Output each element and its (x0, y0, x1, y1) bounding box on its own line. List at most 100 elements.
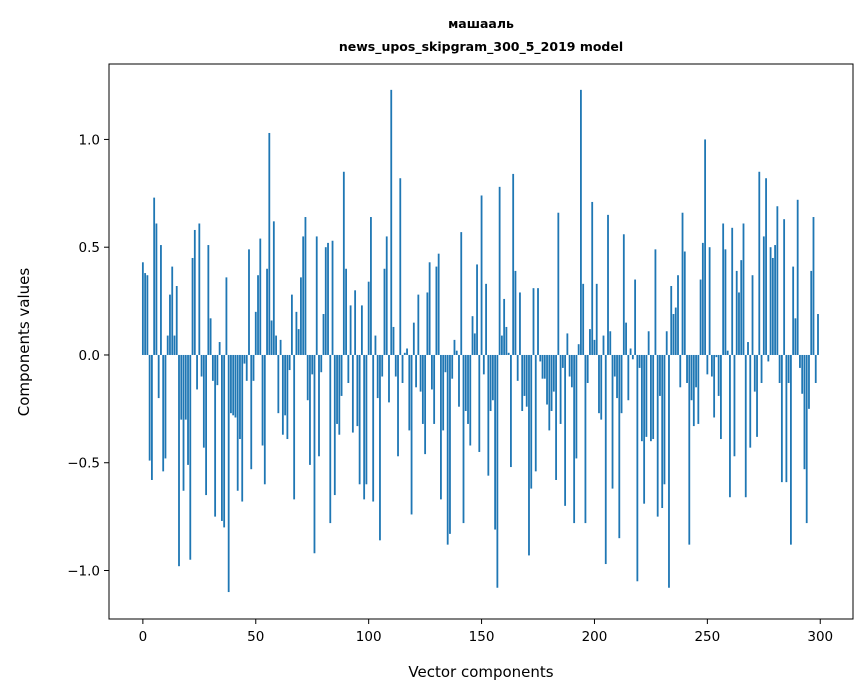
bar-component-277 (767, 354, 770, 362)
plot-frame (108, 63, 854, 620)
bar-component-34 (218, 342, 221, 355)
bar-component-22 (191, 257, 194, 355)
bar-component-154 (489, 354, 492, 412)
bar-component-297 (812, 217, 815, 355)
bar-component-183 (555, 354, 557, 480)
bar-component-121 (415, 354, 417, 388)
y-tick-label: 1.0 (79, 132, 100, 148)
chart-title-line-2: news_upos_skipgram_300_5_2019 model (339, 39, 623, 55)
bar-component-127 (428, 262, 431, 355)
bar-component-200 (593, 339, 596, 355)
bar-component-59 (275, 335, 277, 355)
bar-component-175 (537, 288, 539, 355)
bar-component-89 (342, 171, 345, 355)
bar-component-276 (765, 178, 767, 355)
bar-component-244 (692, 354, 695, 427)
bar-component-136 (449, 354, 451, 534)
bar-component-269 (749, 354, 752, 448)
bar-component-273 (758, 171, 761, 355)
bar-component-153 (487, 354, 490, 476)
bar-component-76 (313, 354, 316, 554)
bar-component-71 (302, 236, 305, 355)
bar-component-151 (482, 354, 485, 375)
bar-component-38 (227, 354, 230, 593)
bar-component-55 (266, 268, 268, 355)
bar-component-279 (771, 257, 774, 355)
bars-group (141, 89, 819, 593)
bar-component-296 (810, 270, 813, 355)
bar-component-66 (290, 294, 293, 355)
bar-component-3 (148, 354, 151, 461)
bar-component-240 (683, 251, 686, 355)
bar-component-42 (236, 354, 239, 491)
bar-component-159 (500, 335, 503, 355)
bar-component-106 (381, 354, 384, 377)
bar-component-201 (595, 283, 598, 355)
bar-component-100 (367, 281, 370, 355)
bar-component-249 (704, 139, 707, 355)
x-axis-label: Vector components (408, 663, 553, 681)
bar-component-33 (216, 354, 219, 386)
bar-component-4 (150, 354, 153, 480)
bar-component-120 (412, 322, 415, 355)
bar-component-137 (451, 354, 454, 379)
bar-component-283 (780, 354, 783, 483)
bar-component-212 (620, 354, 623, 414)
bar-component-92 (349, 305, 352, 355)
bar-component-80 (322, 314, 325, 355)
bar-component-104 (376, 354, 379, 399)
bar-component-11 (166, 335, 169, 355)
bar-component-49 (252, 354, 255, 381)
bar-component-131 (437, 253, 440, 355)
x-tick-label: 150 (469, 629, 495, 645)
bar-component-225 (650, 354, 652, 442)
bar-component-0 (141, 262, 144, 355)
bar-component-87 (338, 354, 341, 435)
bar-component-91 (347, 354, 350, 383)
bar-component-94 (354, 290, 357, 355)
bar-component-52 (259, 238, 262, 355)
bar-component-74 (309, 354, 311, 465)
bar-component-195 (582, 283, 585, 355)
bar-component-239 (681, 212, 684, 355)
bar-component-193 (577, 344, 580, 355)
bar-component-129 (433, 354, 436, 424)
bar-component-39 (230, 354, 232, 414)
bar-component-78 (318, 354, 320, 457)
bar-component-298 (814, 354, 817, 383)
bar-component-197 (586, 354, 589, 383)
bar-component-44 (241, 354, 244, 502)
bar-component-27 (202, 354, 205, 448)
bar-component-252 (710, 354, 713, 377)
bar-component-109 (388, 354, 390, 403)
bar-component-118 (408, 354, 411, 431)
bar-component-40 (232, 354, 235, 416)
bar-component-230 (661, 354, 664, 508)
bar-component-231 (663, 354, 666, 485)
bar-component-163 (510, 354, 512, 468)
bar-component-73 (306, 354, 309, 401)
x-tick-label: 0 (139, 629, 148, 645)
bar-component-62 (281, 354, 284, 435)
bar-component-110 (390, 89, 393, 355)
bar-component-122 (417, 294, 420, 355)
bar-component-286 (787, 354, 790, 383)
bar-component-272 (756, 354, 758, 437)
y-axis-label: Components values (15, 268, 33, 417)
bar-component-112 (394, 354, 397, 377)
bar-component-17 (180, 354, 183, 420)
bar-component-184 (557, 212, 560, 355)
bar-component-224 (647, 331, 650, 355)
bar-component-152 (485, 283, 487, 355)
bar-component-108 (385, 236, 388, 355)
bar-component-6 (155, 223, 158, 355)
bar-component-32 (214, 354, 217, 517)
bar-component-158 (498, 186, 501, 355)
bar-component-67 (293, 354, 296, 500)
bar-component-229 (659, 354, 661, 396)
bar-component-63 (284, 354, 287, 416)
bar-component-130 (435, 266, 438, 355)
bar-component-280 (774, 245, 777, 355)
bar-component-278 (769, 247, 772, 355)
bar-component-260 (729, 354, 731, 498)
